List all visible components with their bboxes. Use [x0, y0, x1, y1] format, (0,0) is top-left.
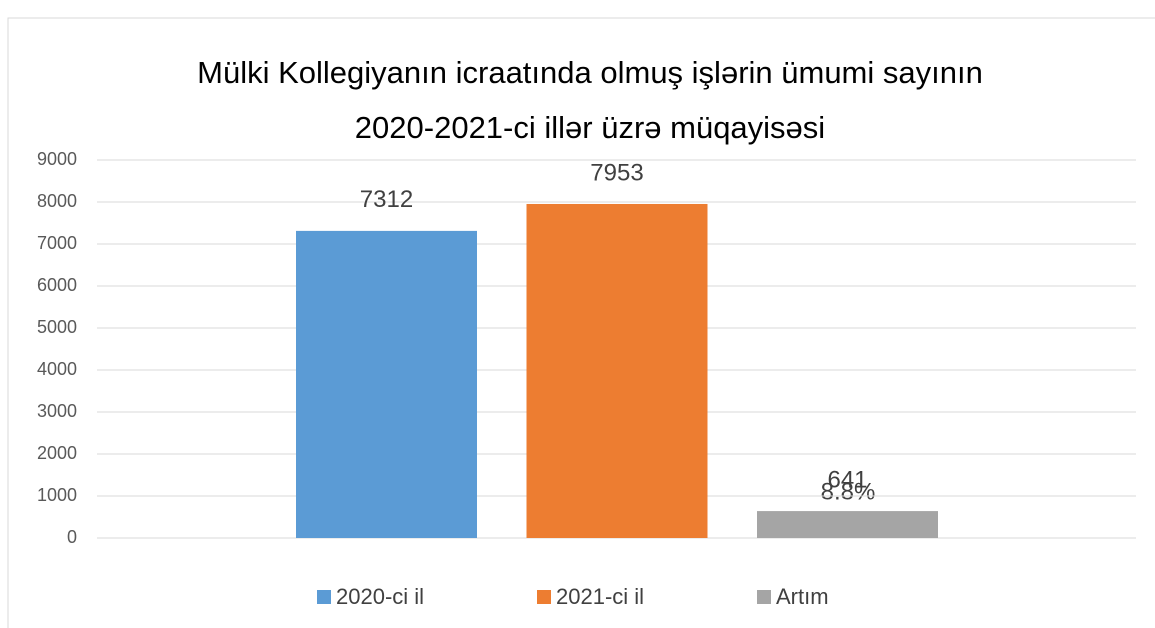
- y-tick-label: 7000: [37, 233, 77, 253]
- y-tick-label: 2000: [37, 443, 77, 463]
- data-label: 641: [827, 466, 867, 493]
- bar: [757, 511, 938, 538]
- legend-swatch: [537, 590, 551, 604]
- y-tick-label: 0: [67, 527, 77, 547]
- chart-title: 2020-2021-ci illər üzrə müqayisəsi: [355, 110, 825, 145]
- legend-swatch: [317, 590, 331, 604]
- y-tick-label: 9000: [37, 149, 77, 169]
- legend-label: 2021-ci il: [556, 584, 644, 609]
- y-tick-label: 6000: [37, 275, 77, 295]
- y-tick-label: 8000: [37, 191, 77, 211]
- bar: [526, 203, 708, 538]
- y-tick-label: 5000: [37, 317, 77, 337]
- y-tick-label: 1000: [37, 485, 77, 505]
- y-tick-label: 4000: [37, 359, 77, 379]
- legend-label: Artım: [776, 584, 829, 609]
- data-label: 7312: [360, 186, 413, 213]
- bar: [296, 230, 477, 538]
- legend-swatch: [757, 590, 771, 604]
- data-label: 7953: [590, 159, 643, 186]
- y-tick-label: 3000: [37, 401, 77, 421]
- annotation: 8.8%: [821, 478, 876, 505]
- chart-title: Mülki Kollegiyanın icraatında olmuş işlə…: [197, 55, 983, 90]
- legend-label: 2020-ci il: [336, 584, 424, 609]
